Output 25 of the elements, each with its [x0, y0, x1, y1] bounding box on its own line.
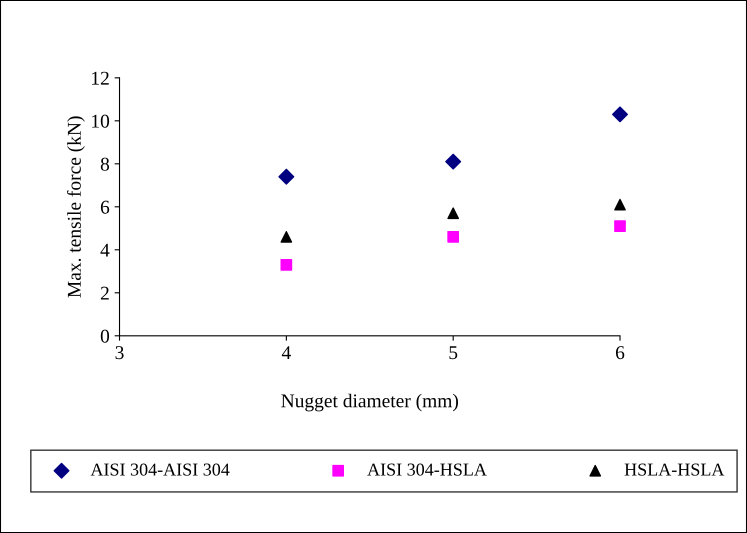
x-tick-label: 6 [616, 346, 624, 360]
x-tick-label: 3 [116, 346, 124, 360]
point [447, 207, 460, 220]
point [447, 231, 460, 243]
point [280, 259, 292, 271]
y-tick-label: 6 [100, 200, 110, 214]
point [612, 106, 628, 122]
point [445, 154, 462, 170]
point [278, 168, 294, 185]
point [614, 220, 626, 232]
x-tick-label: 5 [449, 346, 458, 360]
legend-label: HSLA-HSLA [624, 464, 724, 476]
y-tick-label: 0 [100, 330, 110, 343]
x-tick-label: 4 [282, 346, 291, 360]
y-axis-title: Max. tensile force (kN) [66, 116, 85, 298]
x-axis-title: Nugget diameter (mm) [281, 394, 458, 412]
point [614, 198, 626, 210]
y-tick-label: 2 [100, 286, 109, 300]
legend-label: AISI 304-AISI 304 [90, 464, 230, 476]
y-tick-label: 8 [100, 158, 110, 171]
y-tick-label: 10 [92, 114, 110, 128]
point [280, 231, 292, 243]
legend-label: AISI 304-HSLA [367, 464, 487, 476]
y-tick-label: 12 [92, 72, 109, 85]
y-tick-label: 4 [100, 244, 110, 257]
